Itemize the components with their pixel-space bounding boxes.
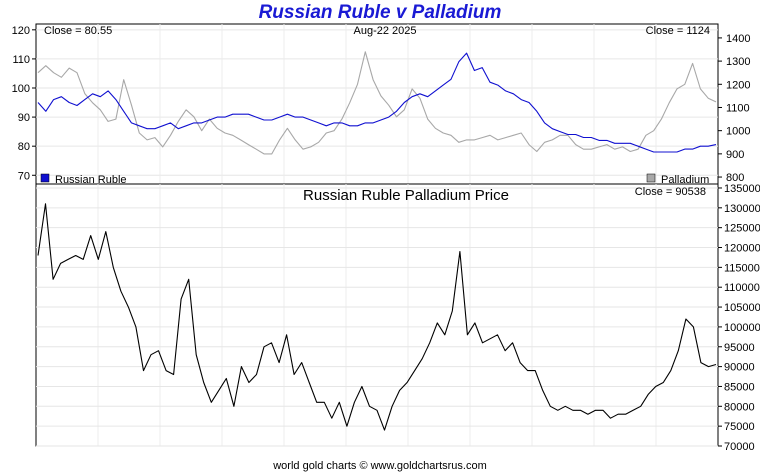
bottom-panel-grid [36,184,718,447]
top-right-tick-label: 1200 [726,79,750,91]
bottom-right-tick-label: 135000 [724,183,760,195]
bottom-panel-title: Russian Ruble Palladium Price [303,187,509,204]
top-right-tick-label: 800 [726,172,744,184]
bottom-right-tick-label: 75000 [724,421,755,433]
top-right-tick-label: 1000 [726,126,750,138]
legend-palladium-swatch [646,173,656,183]
bottom-panel-series [37,203,717,431]
bottom-right-close-annotation: Close = 90538 [635,186,706,198]
top-right-tick-label: 1100 [726,102,750,114]
bottom-right-tick-label: 105000 [724,302,760,314]
ratio-series-line [37,203,717,431]
bottom-right-tick-label: 130000 [724,203,760,215]
footer-credit: world gold charts © www.goldchartsrus.co… [273,460,487,472]
top-left-tick-label: 110 [12,54,30,66]
legend-ruble-label: Russian Ruble [55,174,127,186]
top-panel-frame [35,23,719,185]
top-left-axis: 70 80 90 100 110 120 [12,25,36,182]
bottom-right-tick-label: 120000 [724,243,760,255]
bottom-right-tick-label: 125000 [724,223,760,235]
bottom-right-tick-label: 115000 [724,262,760,274]
date-annotation: Aug-22 2025 [354,25,417,37]
chart-title: Russian Ruble v Palladium [258,2,502,23]
bottom-right-tick-label: 70000 [724,441,755,453]
top-left-tick-label: 90 [18,112,30,124]
legend-ruble-swatch [40,173,50,183]
top-left-tick-label: 100 [12,83,30,95]
top-right-axis: 800 900 1000 1100 1200 1300 1400 [718,33,750,184]
bottom-right-tick-label: 95000 [724,342,755,354]
left-close-annotation: Close = 80.55 [44,25,112,37]
bottom-right-axis: 70000 75000 80000 85000 90000 95000 100000 1050… [718,183,760,453]
bottom-right-tick-label: 80000 [724,401,755,413]
top-left-tick-label: 120 [12,25,30,37]
right-close-annotation: Close = 1124 [646,25,710,37]
bottom-right-tick-label: 90000 [724,362,755,374]
bottom-right-tick-label: 110000 [724,282,760,294]
ruble-series-line [37,52,717,153]
legend-palladium-label: Palladium [661,174,709,186]
top-panel-series [37,51,717,155]
top-left-tick-label: 70 [18,170,30,182]
palladium-series-line [37,51,717,155]
top-right-tick-label: 1400 [726,33,750,45]
bottom-right-tick-label: 85000 [724,381,755,393]
top-right-tick-label: 900 [726,149,744,161]
top-right-tick-label: 1300 [726,56,750,68]
top-left-tick-label: 80 [18,141,30,153]
bottom-right-tick-label: 100000 [724,322,760,334]
